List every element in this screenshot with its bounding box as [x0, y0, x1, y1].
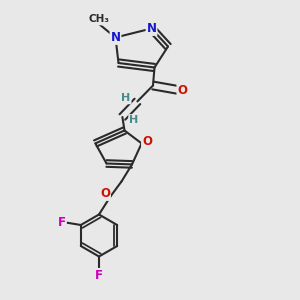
Text: N: N: [146, 22, 157, 35]
Text: O: O: [100, 187, 110, 200]
Text: H: H: [129, 115, 138, 125]
Text: O: O: [142, 135, 152, 148]
Text: methyl: methyl: [95, 17, 100, 18]
Text: O: O: [177, 83, 188, 97]
Text: H: H: [122, 93, 130, 103]
Text: N: N: [110, 31, 121, 44]
Text: CH₃: CH₃: [88, 14, 110, 25]
Text: F: F: [58, 215, 66, 229]
Text: methyl: methyl: [95, 17, 100, 18]
Text: F: F: [95, 269, 103, 282]
